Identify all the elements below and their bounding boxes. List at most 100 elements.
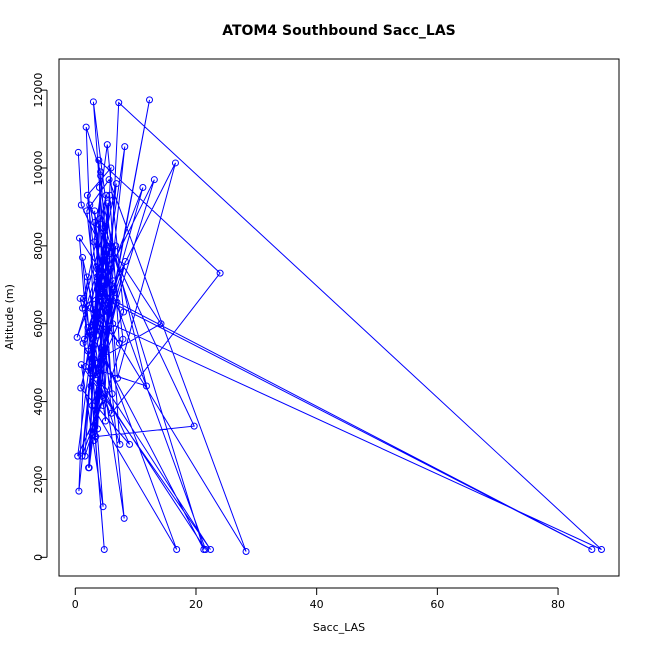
data-point <box>94 312 102 320</box>
data-point <box>103 141 111 149</box>
data-point <box>588 546 596 554</box>
data-point <box>104 199 112 207</box>
data-point <box>86 201 94 209</box>
data-point <box>107 242 115 250</box>
data-point <box>242 547 250 555</box>
y-tick-label: 6000 <box>32 310 45 338</box>
data-point <box>157 320 165 328</box>
data-point <box>100 546 108 554</box>
data-point <box>76 234 84 242</box>
x-tick-label: 80 <box>551 598 565 611</box>
data-point <box>91 300 99 308</box>
y-tick-label: 2000 <box>32 465 45 493</box>
data-point <box>87 382 95 390</box>
data-point <box>99 503 107 511</box>
data-point <box>106 250 114 258</box>
data-point <box>91 207 99 215</box>
data-point <box>103 257 111 265</box>
data-point <box>90 437 98 445</box>
chart-title: ATOM4 Southbound Sacc_LAS <box>222 23 456 39</box>
data-point <box>94 265 102 273</box>
x-tick-label: 40 <box>310 598 324 611</box>
x-tick-label: 20 <box>189 598 203 611</box>
data-point <box>200 546 208 554</box>
data-point <box>97 168 105 176</box>
data-point <box>92 433 100 441</box>
data-point <box>116 440 124 448</box>
series-layer <box>73 96 605 555</box>
data-point <box>101 222 109 230</box>
data-point <box>80 294 88 302</box>
data-point <box>79 304 87 312</box>
data-point <box>89 98 97 106</box>
data-point <box>82 123 90 131</box>
data-point <box>113 298 121 306</box>
x-tick-label: 60 <box>430 598 444 611</box>
data-point <box>105 176 113 184</box>
x-tick-label: 0 <box>72 598 79 611</box>
x-axis-label: Sacc_LAS <box>313 621 365 634</box>
data-point <box>84 324 92 332</box>
data-point <box>95 363 103 371</box>
data-point <box>206 546 214 554</box>
data-point <box>112 242 120 250</box>
data-point <box>93 370 101 378</box>
y-tick-label: 12000 <box>32 73 45 108</box>
data-point <box>216 269 224 277</box>
data-point <box>115 339 123 347</box>
data-point <box>139 183 147 191</box>
data-point <box>83 273 91 281</box>
data-point <box>101 417 109 425</box>
data-point <box>100 277 108 285</box>
data-point <box>102 191 110 199</box>
data-point <box>95 183 103 191</box>
data-point <box>87 366 95 374</box>
data-point <box>106 191 114 199</box>
data-point <box>96 292 104 300</box>
data-point <box>96 215 104 223</box>
data-point <box>98 343 106 351</box>
data-point <box>111 289 119 297</box>
data-point <box>95 366 103 374</box>
data-point <box>81 452 89 460</box>
data-point <box>105 304 113 312</box>
data-point <box>121 143 129 151</box>
data-point <box>190 422 198 430</box>
data-point <box>89 359 97 367</box>
data-point <box>97 172 105 180</box>
y-axis-label: Altitude (m) <box>3 284 16 350</box>
data-point <box>95 156 103 164</box>
data-point <box>85 328 93 336</box>
data-point <box>114 374 122 382</box>
data-point <box>120 308 128 316</box>
data-point <box>110 285 118 293</box>
series-line <box>76 99 602 552</box>
data-point <box>75 487 83 495</box>
data-point <box>77 384 85 392</box>
data-point <box>73 333 81 341</box>
data-point <box>86 304 94 312</box>
data-point <box>98 316 106 324</box>
y-tick-label: 4000 <box>32 388 45 416</box>
data-point <box>115 99 123 107</box>
data-point <box>120 514 128 522</box>
data-point <box>94 425 102 433</box>
data-point <box>79 339 87 347</box>
data-point <box>109 320 117 328</box>
data-point <box>77 361 85 369</box>
data-point <box>171 159 179 167</box>
data-point <box>77 201 85 209</box>
y-axis: 0 2000 4000 6000 8000 10000 12000 <box>32 73 48 561</box>
y-tick-label: 8000 <box>32 232 45 260</box>
data-point <box>108 390 116 398</box>
data-point <box>85 464 93 472</box>
data-point <box>143 382 150 390</box>
plot-frame <box>58 58 620 577</box>
data-point <box>99 401 107 409</box>
data-point <box>107 164 115 172</box>
data-point <box>119 335 127 343</box>
data-point <box>598 546 605 554</box>
data-point <box>89 355 97 363</box>
data-point <box>104 308 112 316</box>
